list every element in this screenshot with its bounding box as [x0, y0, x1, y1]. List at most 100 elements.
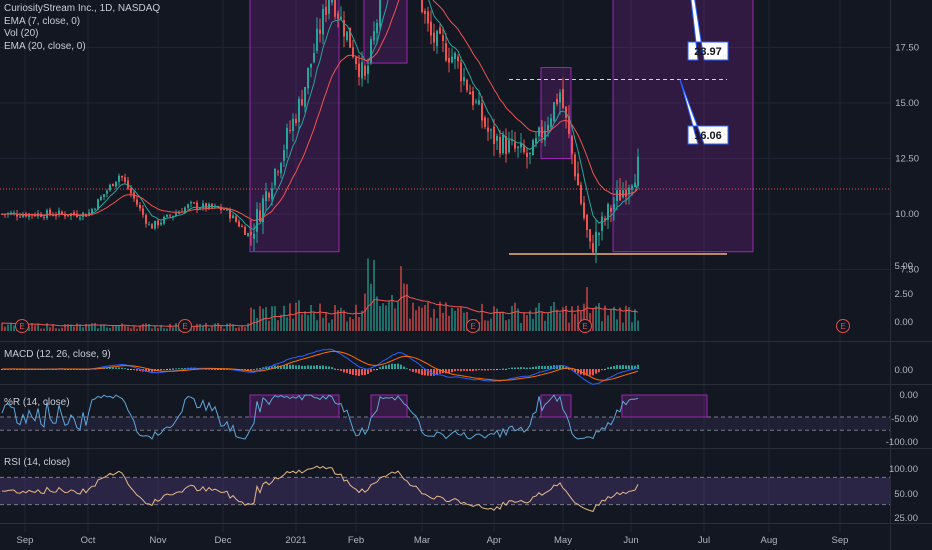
macd-hist-166 — [499, 369, 501, 370]
macd-hist-99 — [298, 365, 300, 369]
candle-body-79 — [238, 221, 240, 227]
macd-hist-116 — [349, 369, 351, 375]
macd-line — [2, 348, 639, 385]
candle-body-151 — [454, 52, 456, 60]
macd-hist-114 — [343, 369, 345, 373]
volume-bar-113 — [340, 307, 342, 331]
candle-body-5 — [16, 213, 18, 217]
candle-body-62 — [187, 204, 189, 208]
macd-hist-169 — [508, 368, 510, 369]
volume-bar-145 — [436, 318, 438, 331]
candle-body-50 — [151, 224, 153, 229]
axes: 27.5025.0022.5020.0017.5015.0012.5010.00… — [17, 43, 919, 547]
volume-bar-27 — [82, 327, 84, 331]
volume-bar-191 — [574, 314, 576, 331]
indicator-vol[interactable]: Vol (20) — [4, 28, 39, 39]
candle-body-101 — [304, 87, 306, 107]
volume-bar-26 — [79, 324, 81, 331]
macd-hist-150 — [451, 369, 453, 373]
volume-bar-208 — [625, 305, 627, 331]
rsi-label[interactable]: RSI (14, close) — [4, 457, 71, 468]
candle-body-142 — [427, 11, 429, 24]
candle-body-64 — [193, 202, 195, 204]
volume-bar-103 — [310, 304, 312, 331]
indicator-ema20[interactable]: EMA (20, close, 0) — [4, 40, 86, 52]
candle-body-100 — [301, 99, 303, 106]
macd-hist-37 — [112, 367, 114, 369]
candle-body-176 — [529, 152, 531, 154]
macd-hist-42 — [127, 368, 129, 370]
volume-bar-131 — [394, 308, 396, 331]
rsi-line — [1, 465, 639, 513]
macd-hist-100 — [301, 365, 303, 369]
symbol-title[interactable]: CuriosityStream Inc., 1D, NASDAQ — [4, 3, 161, 14]
candle-body-152 — [457, 56, 459, 62]
volume-bar-84 — [253, 309, 255, 331]
volume-bar-83 — [250, 307, 252, 331]
volume-bar-3 — [10, 323, 12, 331]
candle-body-116 — [349, 27, 351, 48]
volume-bar-71 — [214, 323, 216, 331]
macd-hist-161 — [484, 369, 486, 371]
volume-bar-112 — [337, 310, 339, 331]
volume-bar-35 — [106, 327, 108, 331]
candle-body-108 — [325, 6, 327, 15]
wpr-label[interactable]: %R (14, close) — [4, 397, 70, 408]
candle-body-87 — [262, 198, 264, 223]
macd-hist-131 — [394, 363, 396, 369]
macd-hist-151 — [454, 369, 456, 372]
volume-bar-182 — [547, 312, 549, 331]
candle-body-89 — [268, 193, 270, 198]
volume-bar-154 — [463, 312, 465, 331]
macd-hist-183 — [550, 365, 552, 369]
macd-hist-210 — [631, 365, 633, 369]
candle-body-173 — [520, 143, 522, 148]
volume-bar-90 — [271, 306, 273, 331]
candle-body-47 — [142, 208, 144, 215]
volume-bar-104 — [313, 312, 315, 331]
macd-hist-110 — [331, 367, 333, 369]
macd-label[interactable]: MACD (12, 26, close, 9) — [4, 349, 111, 360]
candle-body-51 — [154, 220, 156, 229]
candle-body-6 — [19, 216, 21, 218]
macd-hist-145 — [436, 369, 438, 375]
volume-bar-22 — [67, 324, 69, 331]
macd-hist-196 — [589, 369, 591, 376]
candle-body-143 — [430, 21, 432, 36]
volume-bar-161 — [484, 320, 486, 331]
volume-bar-185 — [556, 309, 558, 331]
candle-body-194 — [583, 202, 585, 219]
macd-hist-35 — [106, 367, 108, 369]
volume-bar-92 — [277, 320, 279, 331]
macd-hist-174 — [523, 367, 525, 369]
volume-bar-98 — [295, 302, 297, 331]
candle-body-7 — [22, 214, 24, 217]
macd-hist-120 — [361, 369, 363, 376]
volume-bar-198 — [595, 306, 597, 331]
volume-bar-50 — [151, 328, 153, 331]
volume-bar-64 — [193, 327, 195, 331]
volume-bar-101 — [304, 311, 306, 331]
volume-bar-86 — [259, 306, 261, 331]
macd-hist-142 — [427, 369, 429, 376]
volume-bar-150 — [451, 307, 453, 331]
volume-bar-128 — [385, 305, 387, 331]
candle-body-155 — [466, 80, 468, 91]
candle-body-109 — [328, 0, 330, 14]
wpr-highlight-3 — [621, 394, 708, 418]
volume-bar-187 — [562, 307, 564, 331]
volume-bar-44 — [133, 326, 135, 331]
volume-bar-186 — [559, 312, 561, 331]
macd-hist-56 — [169, 368, 171, 370]
volume-bar-124 — [373, 259, 375, 331]
candle-body-16 — [49, 209, 51, 215]
volume-bar-31 — [94, 323, 96, 331]
macd-hist-167 — [502, 368, 504, 370]
volume-bar-201 — [604, 305, 606, 331]
chart-legend: CuriosityStream Inc., 1D, NASDAQ EMA (7,… — [4, 3, 160, 53]
indicator-ema7[interactable]: EMA (7, close, 0) — [4, 15, 81, 27]
x-tick-0: Sep — [17, 535, 34, 546]
volume-bar-211 — [634, 309, 636, 331]
